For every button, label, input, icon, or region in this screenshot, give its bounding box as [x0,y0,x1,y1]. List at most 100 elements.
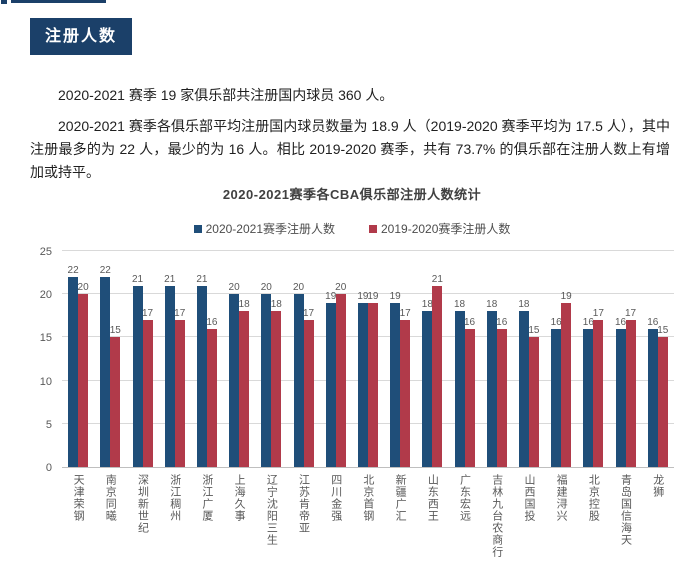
x-category-label: 龙狮 [642,474,674,558]
plot-column: 22 20 22 15 21 17 21 17 21 16 20 18 20 18 20 17 19 20 19 19… [62,250,674,558]
bar-wrap: 19 [367,291,378,467]
bar-group-2: 22 15 [94,251,126,467]
bar-season-2020-2021 [325,302,336,467]
x-category-label: 北京控股 [577,474,609,558]
bar-wrap: 20 [335,282,347,467]
data-label: 20 [260,282,272,294]
chart-title: 2020-2021赛季各CBA俱乐部注册人数统计 [222,187,482,202]
x-category-label: 新疆广汇 [384,474,416,558]
bar-wrap: 20 [293,282,304,467]
bar-group-5: 21 16 [191,251,223,467]
x-category-text: 吉林九台农商行 [490,474,503,558]
registration-bar-chart: 2020-2021赛季各CBA俱乐部注册人数统计 2020-2021赛季注册人数… [30,184,674,558]
data-label: 20 [335,282,347,294]
x-category-text: 青岛国信海天 [619,474,632,546]
bar-season-2020-2021 [486,311,497,467]
bar-wrap: 21 [432,274,443,467]
bar-group-11: 19 17 [384,251,416,467]
bar-wrap: 17 [400,308,411,467]
bar-group-9: 19 20 [320,251,352,467]
y-tick-label: 25 [39,246,52,258]
x-category-label: 广东宏远 [448,474,480,558]
data-label: 20 [228,282,240,294]
gridline [62,250,674,251]
bar-group-3: 21 17 [126,251,158,467]
bar-season-2019-2020 [528,337,539,467]
data-label: 17 [141,308,154,320]
x-category-label: 青岛国信海天 [609,474,641,558]
data-label: 15 [528,325,540,337]
data-label: 18 [486,299,498,311]
bar-wrap: 16 [496,317,507,467]
data-label: 16 [206,316,218,328]
top-accent-line [11,0,106,3]
data-label: 18 [453,299,466,311]
bar-wrap: 22 [68,265,79,467]
x-category-text: 江苏肯帝亚 [297,474,310,534]
bar-wrap: 17 [625,308,636,467]
bar-season-2019-2020 [335,294,346,467]
chart-legend: 2020-2021赛季注册人数 2019-2020赛季注册人数 [30,220,674,237]
x-category-text: 浙江广厦 [200,474,213,522]
x-category-label: 上海久事 [223,474,255,558]
data-label: 15 [657,325,669,337]
x-category-text: 四川金强 [329,474,342,522]
bar-season-2019-2020 [206,328,217,467]
bar-wrap: 19 [390,291,401,467]
x-category-label: 福建浔兴 [545,474,577,558]
bar-season-2020-2021 [647,328,658,467]
intro-text-block: 2020-2021 赛季 19 家俱乐部共注册国内球员 360 人。 2020-… [30,84,670,192]
data-label: 18 [238,299,250,311]
y-tick-label: 20 [39,289,52,302]
bar-season-2020-2021 [132,285,143,467]
x-category-text: 山西国投 [522,474,535,522]
bar-group-10: 19 19 [352,251,384,467]
data-label: 21 [131,273,144,285]
data-label: 17 [592,308,604,320]
x-category-text: 辽宁沈阳三生 [265,474,278,546]
bar-wrap: 16 [647,317,658,467]
data-label: 18 [270,299,282,311]
bar-wrap: 22 [99,264,111,467]
x-category-label: 辽宁沈阳三生 [255,474,287,558]
bar-season-2019-2020 [110,337,121,467]
x-category-label: 深圳新世纪 [126,474,158,558]
bar-season-2020-2021 [422,311,433,467]
bar-wrap: 18 [486,299,498,467]
bar-group-12: 18 21 [416,251,448,467]
bar-group-15: 18 15 [513,251,545,467]
legend-swatch-icon [369,224,377,233]
data-label: 16 [550,316,562,328]
x-category-label: 北京首钢 [352,474,384,558]
data-label: 21 [164,273,176,285]
data-label: 20 [77,282,89,294]
y-tick-label: 0 [45,462,52,474]
data-label: 18 [518,299,530,311]
bar-group-1: 22 20 [62,251,94,467]
bar-wrap: 20 [77,282,89,467]
bar-season-2020-2021 [68,276,79,467]
data-label: 22 [99,264,111,276]
y-tick-label: 10 [39,375,52,388]
bar-wrap: 18 [518,299,530,467]
legend-item-2019-2020: 2019-2020赛季注册人数 [369,220,510,237]
bar-season-2019-2020 [78,294,89,467]
bar-wrap: 16 [206,316,218,467]
gridline [62,293,674,295]
x-category-text: 浙江稠州 [168,474,181,522]
bar-wrap: 17 [174,308,185,467]
bar-season-2020-2021 [196,285,207,467]
top-accent-square [1,0,7,4]
paragraph-average-registered: 2020-2021 赛季各俱乐部平均注册国内球员数量为 18.9 人（2019-… [30,118,670,180]
bar-wrap: 17 [592,308,604,467]
x-category-text: 天津荣钢 [72,474,85,522]
y-tick-label: 15 [39,332,52,345]
bar-group-6: 20 18 [223,251,255,467]
data-label: 17 [302,308,315,320]
bar-wrap: 16 [550,316,562,467]
x-axis-labels: 天津荣钢 南京同曦 深圳新世纪 浙江稠州 浙江广厦 上海久事 辽宁沈阳三生 江苏肯帝亚 四川金强… [62,474,674,558]
data-label: 16 [463,316,476,328]
data-label: 19 [357,290,369,302]
legend-label: 2019-2020赛季注册人数 [381,222,511,236]
bar-season-2020-2021 [454,311,465,467]
